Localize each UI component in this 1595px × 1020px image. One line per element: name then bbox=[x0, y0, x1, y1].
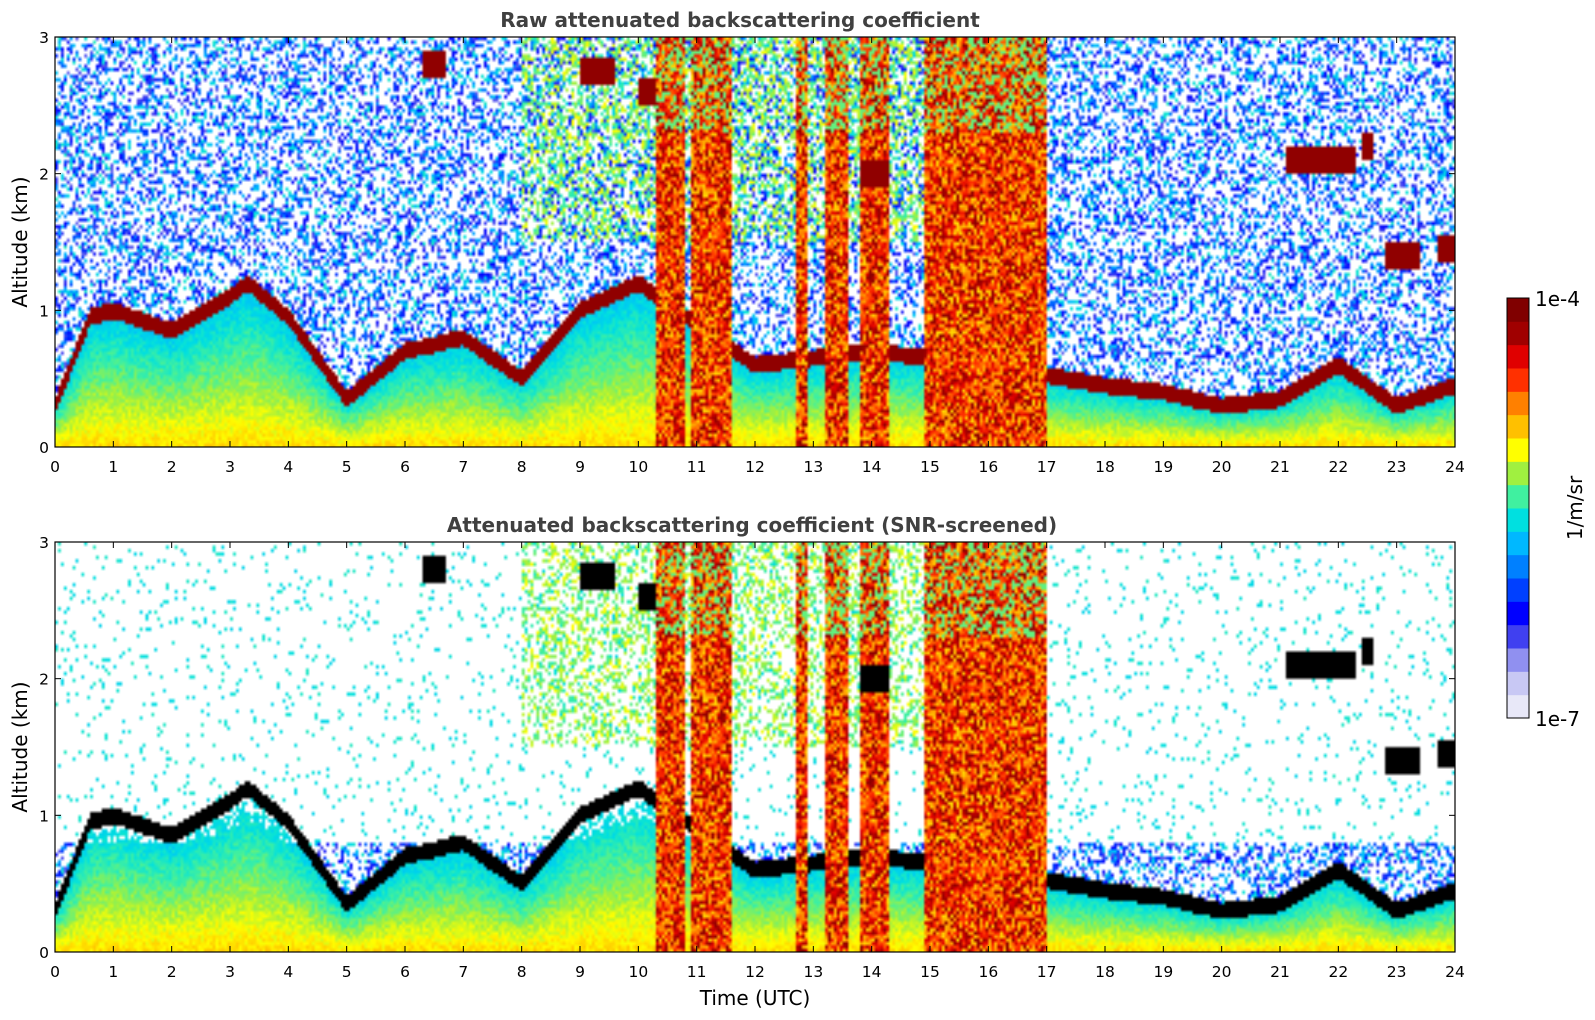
x-tick-label: 0 bbox=[50, 963, 60, 981]
x-tick-label: 20 bbox=[1212, 458, 1232, 476]
panel2-y-ticks: 0 1 2 3 bbox=[39, 534, 1455, 962]
colorbar-step bbox=[1507, 694, 1529, 719]
colorbar: 1e-4 1e-7 1/m/sr bbox=[1506, 287, 1587, 731]
colorbar-max-label: 1e-4 bbox=[1535, 287, 1580, 311]
x-tick-label: 24 bbox=[1445, 458, 1465, 476]
x-tick-label: 1 bbox=[108, 458, 118, 476]
colorbar-min-label: 1e-7 bbox=[1535, 707, 1580, 731]
x-tick-label: 21 bbox=[1270, 963, 1290, 981]
x-tick-label: 22 bbox=[1328, 963, 1348, 981]
colorbar-step bbox=[1507, 648, 1529, 672]
x-tick-label: 5 bbox=[342, 963, 352, 981]
panel2-x-ticks: 0 1 2 3 4 5 6 7 8 9 10 11 12 13 14 15 16 17 18 19 20 21 22 23 24 bbox=[50, 542, 1465, 981]
x-tick-label: 19 bbox=[1153, 458, 1173, 476]
x-tick-label: 17 bbox=[1037, 458, 1057, 476]
x-axis-label: Time (UTC) bbox=[699, 986, 811, 1010]
y-tick-label: 1 bbox=[39, 807, 49, 825]
colorbar-unit-label: 1/m/sr bbox=[1563, 475, 1587, 540]
x-tick-label: 8 bbox=[517, 963, 527, 981]
x-tick-label: 2 bbox=[167, 963, 177, 981]
x-tick-label: 22 bbox=[1328, 458, 1348, 476]
panel1-y-ticks: 0 1 2 3 bbox=[39, 29, 1455, 457]
panel1-title: Raw attenuated backscattering coefficien… bbox=[500, 8, 980, 32]
y-tick-label: 3 bbox=[39, 29, 49, 47]
x-tick-label: 16 bbox=[978, 963, 998, 981]
x-tick-label: 15 bbox=[920, 458, 940, 476]
raw-backscatter-panel: Raw attenuated backscattering coefficien… bbox=[8, 8, 1465, 476]
x-tick-label: 4 bbox=[283, 963, 293, 981]
colorbar-step bbox=[1507, 368, 1529, 392]
x-tick-label: 23 bbox=[1387, 458, 1407, 476]
x-tick-label: 15 bbox=[920, 963, 940, 981]
snr-screened-panel: Attenuated backscattering coefficient (S… bbox=[8, 513, 1465, 1010]
y-tick-label: 3 bbox=[39, 534, 49, 552]
x-tick-label: 0 bbox=[50, 458, 60, 476]
colorbar-scale bbox=[1507, 298, 1529, 719]
x-tick-label: 19 bbox=[1153, 963, 1173, 981]
x-tick-label: 10 bbox=[628, 963, 648, 981]
colorbar-step bbox=[1507, 461, 1529, 486]
x-tick-label: 7 bbox=[458, 458, 468, 476]
colorbar-frame bbox=[1506, 297, 1530, 719]
x-tick-label: 3 bbox=[225, 963, 235, 981]
x-tick-label: 21 bbox=[1270, 458, 1290, 476]
panel2-title: Attenuated backscattering coefficient (S… bbox=[447, 513, 1057, 537]
x-tick-label: 23 bbox=[1387, 963, 1407, 981]
x-tick-label: 13 bbox=[803, 963, 823, 981]
x-tick-label: 13 bbox=[803, 458, 823, 476]
panel1-x-ticks: 0 1 2 3 4 5 6 7 8 9 10 11 12 13 14 15 16 17 18 19 20 21 22 23 24 bbox=[50, 37, 1465, 476]
x-tick-label: 18 bbox=[1095, 458, 1115, 476]
colorbar-step bbox=[1507, 508, 1529, 532]
colorbar-step bbox=[1507, 344, 1529, 369]
x-tick-label: 12 bbox=[745, 963, 765, 981]
x-tick-label: 20 bbox=[1212, 963, 1232, 981]
colorbar-step bbox=[1507, 391, 1529, 416]
colorbar-step bbox=[1507, 321, 1529, 346]
x-tick-label: 7 bbox=[458, 963, 468, 981]
colorbar-step bbox=[1507, 414, 1529, 439]
x-tick-label: 1 bbox=[108, 963, 118, 981]
x-tick-label: 16 bbox=[978, 458, 998, 476]
x-tick-label: 3 bbox=[225, 458, 235, 476]
x-tick-label: 2 bbox=[167, 458, 177, 476]
heatmap-raster bbox=[55, 542, 1455, 952]
y-tick-label: 1 bbox=[39, 302, 49, 320]
raw-backscatter-heatmap bbox=[55, 37, 1455, 447]
y-tick-label: 2 bbox=[39, 671, 49, 689]
colorbar-step bbox=[1507, 298, 1529, 322]
x-tick-label: 9 bbox=[575, 963, 585, 981]
heatmap-raster bbox=[55, 37, 1455, 447]
x-tick-label: 24 bbox=[1445, 963, 1465, 981]
colorbar-step bbox=[1507, 531, 1529, 556]
x-tick-label: 8 bbox=[517, 458, 527, 476]
panel1-y-axis-label: Altitude (km) bbox=[8, 176, 32, 307]
x-tick-label: 6 bbox=[400, 963, 410, 981]
x-tick-label: 18 bbox=[1095, 963, 1115, 981]
colorbar-step bbox=[1507, 624, 1529, 649]
y-tick-label: 0 bbox=[39, 944, 49, 962]
snr-screened-heatmap bbox=[55, 542, 1455, 952]
colorbar-step bbox=[1507, 601, 1529, 626]
x-tick-label: 5 bbox=[342, 458, 352, 476]
x-tick-label: 17 bbox=[1037, 963, 1057, 981]
x-tick-label: 11 bbox=[687, 458, 707, 476]
x-tick-label: 14 bbox=[862, 963, 882, 981]
colorbar-step bbox=[1507, 671, 1529, 696]
colorbar-step bbox=[1507, 438, 1529, 462]
x-tick-label: 10 bbox=[628, 458, 648, 476]
y-tick-label: 2 bbox=[39, 166, 49, 184]
x-tick-label: 12 bbox=[745, 458, 765, 476]
x-tick-label: 14 bbox=[862, 458, 882, 476]
x-tick-label: 4 bbox=[283, 458, 293, 476]
colorbar-step bbox=[1507, 554, 1529, 579]
panel2-y-axis-label: Altitude (km) bbox=[8, 681, 32, 812]
colorbar-step bbox=[1507, 484, 1529, 509]
x-tick-label: 9 bbox=[575, 458, 585, 476]
y-tick-label: 0 bbox=[39, 439, 49, 457]
colorbar-step bbox=[1507, 578, 1529, 602]
x-tick-label: 6 bbox=[400, 458, 410, 476]
x-tick-label: 11 bbox=[687, 963, 707, 981]
